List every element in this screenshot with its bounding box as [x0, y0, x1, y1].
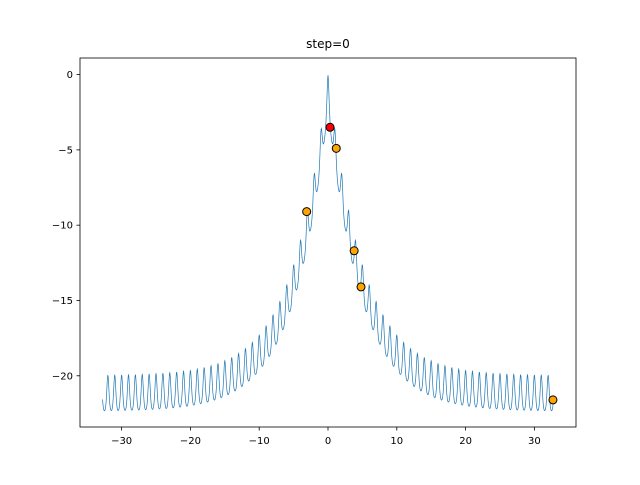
population-point	[302, 207, 312, 217]
y-tick-label: −20	[52, 371, 73, 382]
x-tick-label: −20	[180, 436, 201, 447]
chart-title: step=0	[306, 37, 350, 51]
population-point	[548, 395, 558, 405]
x-tick-label: −10	[249, 436, 270, 447]
y-tick-label: −15	[52, 296, 73, 307]
best-point	[325, 122, 335, 132]
ackley-curve	[102, 75, 554, 412]
x-tick-label: 10	[390, 436, 403, 447]
x-tick-label: −30	[111, 436, 132, 447]
x-tick-label: 0	[325, 436, 331, 447]
population-point	[331, 143, 341, 153]
x-tick-label: 30	[528, 436, 541, 447]
population-point	[349, 246, 359, 256]
population-point	[356, 282, 366, 292]
x-tick-label: 20	[459, 436, 472, 447]
y-tick-label: −10	[52, 221, 73, 232]
y-tick-label: 0	[67, 70, 73, 81]
y-tick-label: −5	[58, 145, 73, 156]
axes-frame	[79, 57, 577, 428]
